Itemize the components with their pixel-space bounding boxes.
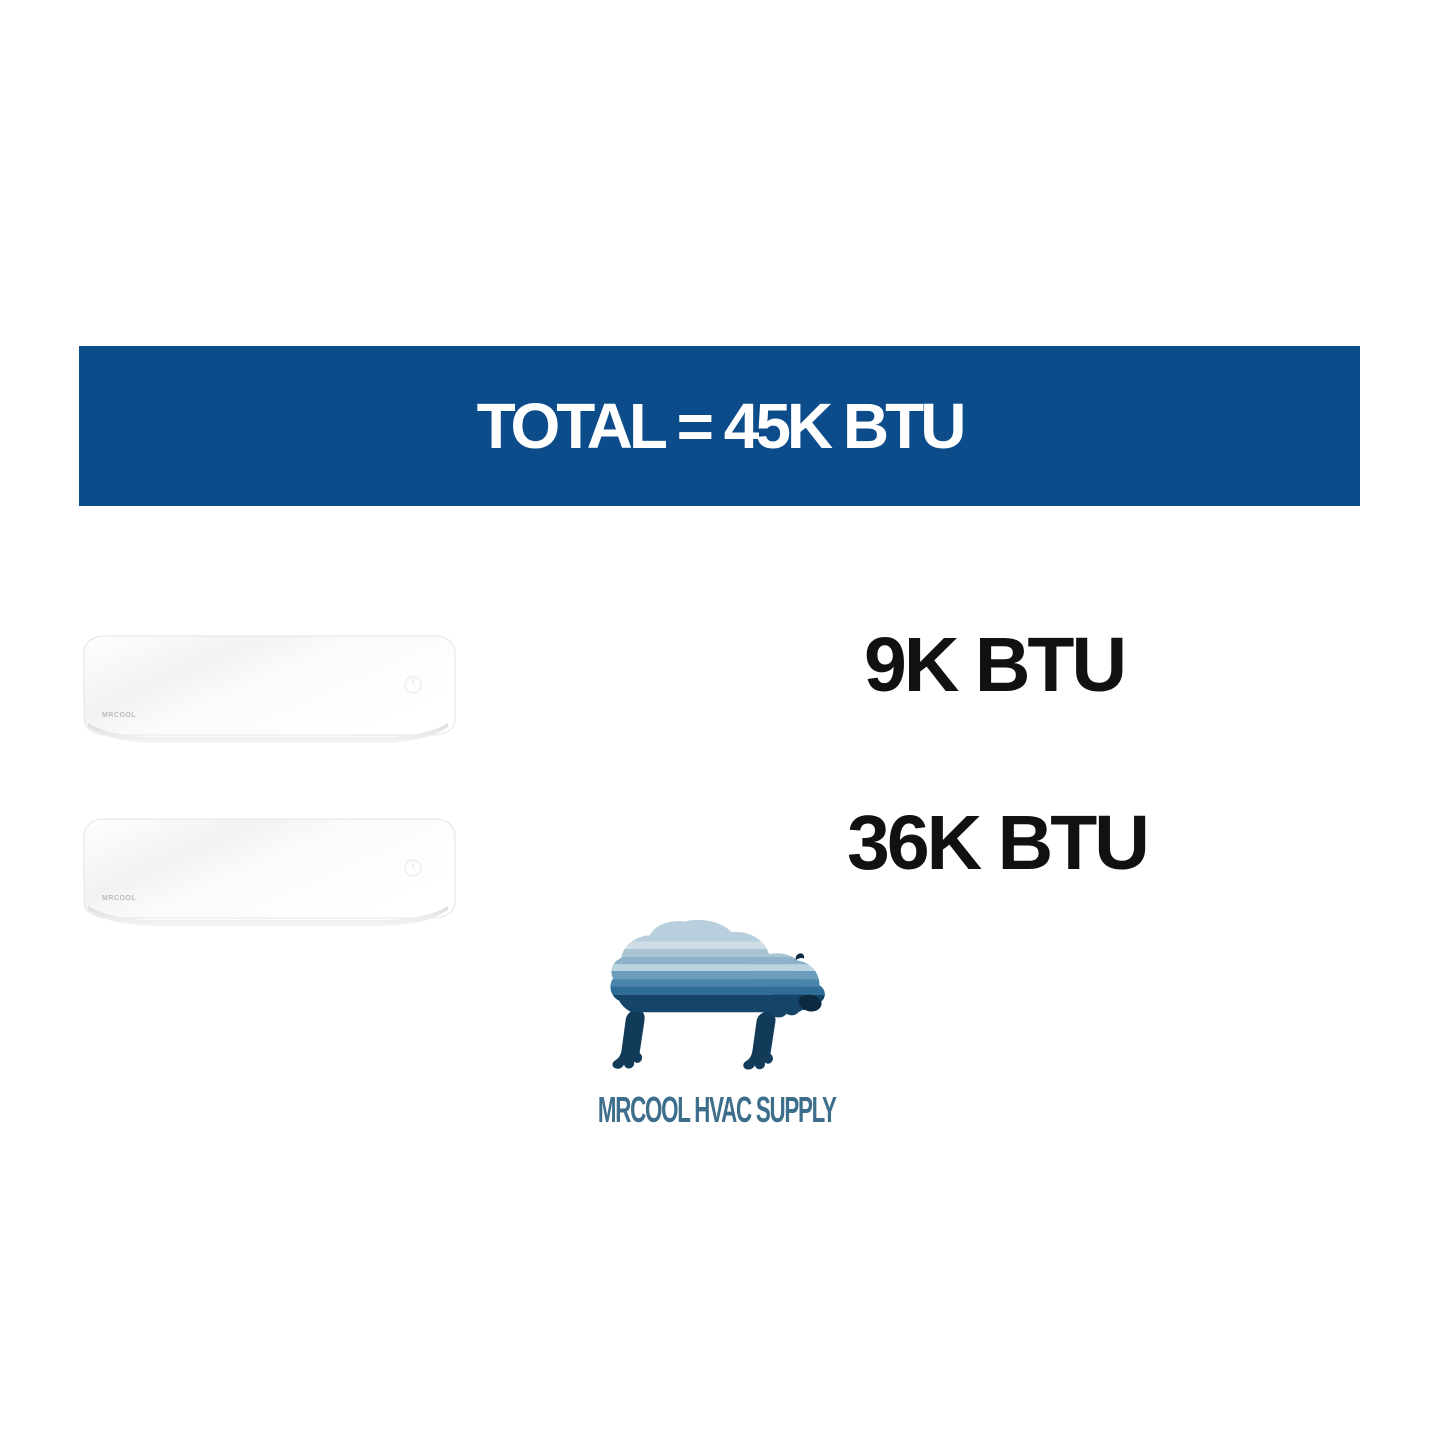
svg-text:MRCOOL: MRCOOL bbox=[102, 712, 136, 719]
svg-text:MRCOOL: MRCOOL bbox=[102, 895, 136, 902]
